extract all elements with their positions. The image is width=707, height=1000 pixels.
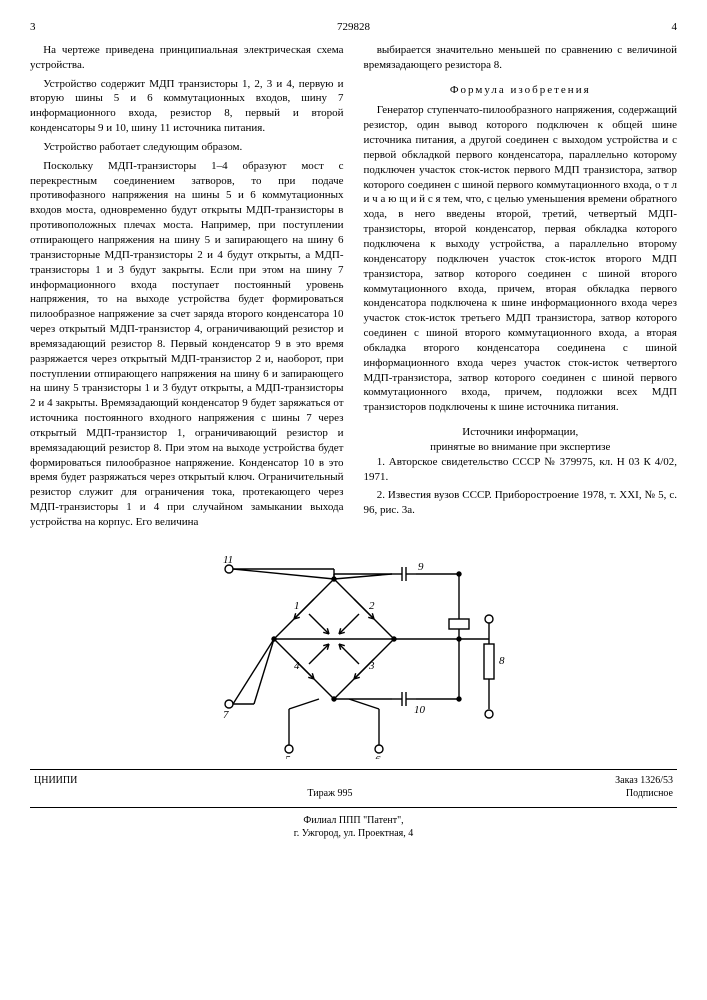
svg-text:6: 6 xyxy=(375,754,381,759)
text-columns: На чертеже приведена принципиальная элек… xyxy=(30,43,677,534)
svg-text:2: 2 xyxy=(369,600,375,612)
para: Устройство работает следующим образом. xyxy=(30,140,344,155)
para: Устройство содержит МДП транзисторы 1, 2… xyxy=(30,77,344,136)
para: Генератор ступенчато-пилообразного напря… xyxy=(364,103,678,415)
page-num-left: 3 xyxy=(30,20,36,35)
svg-text:5: 5 xyxy=(285,754,291,759)
circuit-diagram: 11 7 5 6 9 10 8 1 2 3 4 xyxy=(199,549,509,759)
svg-text:7: 7 xyxy=(223,709,229,721)
footer-org: ЦНИИПИ xyxy=(34,774,77,788)
footer: ЦНИИПИ Заказ 1326/53 Тираж 995 Подписное… xyxy=(30,769,677,841)
svg-text:9: 9 xyxy=(418,561,424,573)
page-num-right: 4 xyxy=(672,20,678,35)
svg-text:3: 3 xyxy=(368,660,375,672)
page-num-center: 729828 xyxy=(337,20,370,35)
footer-tirazh: Тираж 995 xyxy=(307,787,352,801)
formula-title: Формула изобретения xyxy=(364,83,678,98)
footer-branch: Филиал ППП "Патент", xyxy=(303,815,403,826)
page-header: 3 729828 4 xyxy=(30,20,677,35)
right-column: выбирается значительно меньшей по сравне… xyxy=(364,43,678,534)
svg-text:8: 8 xyxy=(499,655,505,667)
footer-sub: Подписное xyxy=(626,787,673,801)
sources-title: Источники информации, принятые во вниман… xyxy=(364,425,678,455)
svg-text:1: 1 xyxy=(294,600,300,612)
footer-addr: г. Ужгород, ул. Проектная, 4 xyxy=(294,828,414,839)
para: Поскольку МДП-транзисторы 1–4 образуют м… xyxy=(30,159,344,530)
footer-order: Заказ 1326/53 xyxy=(615,774,673,788)
para: выбирается значительно меньшей по сравне… xyxy=(364,43,678,73)
svg-text:11: 11 xyxy=(223,554,233,566)
svg-text:4: 4 xyxy=(294,660,300,672)
source-ref: 1. Авторское свидетельство СССР № 379975… xyxy=(364,455,678,485)
svg-text:10: 10 xyxy=(414,704,426,716)
para: На чертеже приведена принципиальная элек… xyxy=(30,43,344,73)
source-ref: 2. Известия вузов СССР. Приборостроение … xyxy=(364,488,678,518)
left-column: На чертеже приведена принципиальная элек… xyxy=(30,43,344,534)
